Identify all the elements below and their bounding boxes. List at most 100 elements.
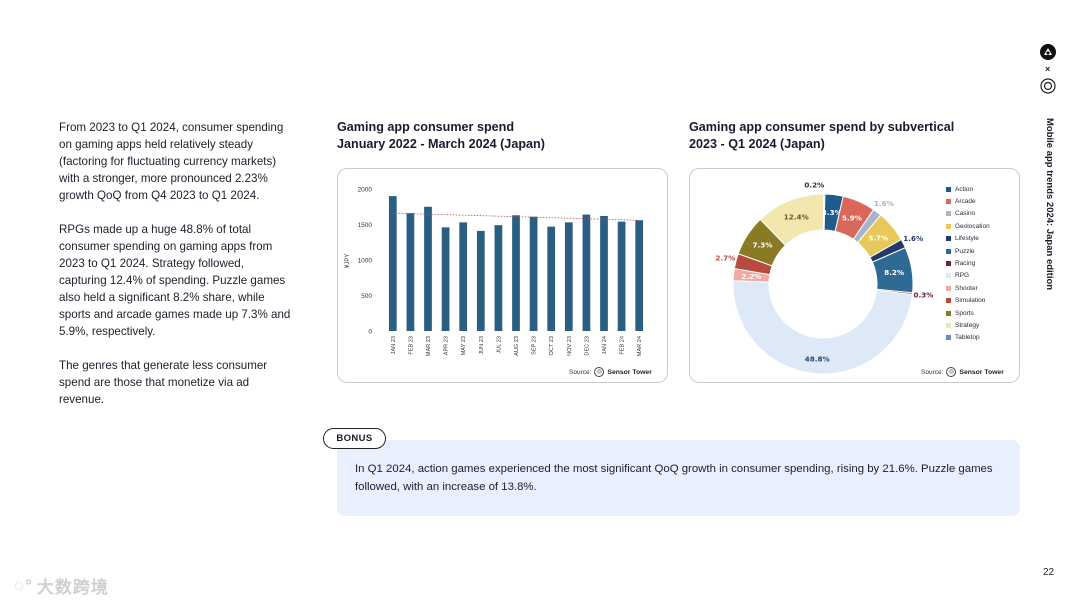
trend-line [392,212,640,221]
bar-chart-card: 2000 1500 1000 500 0 ¥JPY JAN 23 FEB 23 MAR 23 AP… [337,168,668,383]
legend-item: Tabletop [946,332,990,344]
bar-chart-title: Gaming app consumer spend January 2022 -… [337,119,545,153]
legend-label: Strategy [955,321,980,329]
bonus-box: In Q1 2024, action games experienced the… [337,440,1020,516]
bar [617,221,626,331]
donut-chart-source: Source: ◎ Sensor Tower [921,367,1004,377]
x-tick-label: AUG 23 [514,336,520,356]
legend-label: Lifestyle [955,235,979,243]
x-tick-label: JAN 23 [391,336,397,354]
bar [476,230,485,331]
x-tick-label: JUL 23 [496,336,502,354]
legend-swatch [946,322,951,328]
source-brand: Sensor Tower [607,368,652,376]
slice-label: 2.2% [741,272,761,281]
donut-slice [822,193,826,231]
bar-chart: 2000 1500 1000 500 0 ¥JPY JAN 23 FEB 23 MAR 23 AP… [345,187,644,357]
y-tick-label: 500 [361,293,372,300]
legend-label: Shooter [955,284,978,292]
legend-label: Geolocation [955,222,990,230]
legend-item: Simulation [946,295,990,307]
x-tick-label: MAY 23 [461,336,467,355]
source-label: Source: [921,368,944,376]
legend-swatch [946,273,951,279]
sensor-tower-logo-icon: ◎ [946,367,957,377]
bar [600,215,608,331]
y-tick-label: 1500 [358,222,373,229]
legend-label: Tabletop [955,334,980,342]
donut-chart: 3.3%5.9% 1.6% 5.7% 1.6% 8.2% 0.3% 48.8% 2.2% 2.7… [715,181,933,375]
legend-swatch [946,298,951,304]
x-tick-label: FEB 23 [408,336,414,355]
slice-label: 0.2% [804,181,824,190]
bar [441,227,450,331]
x-tick-label: DEC 23 [584,336,590,356]
legend-item: Geolocation [946,220,990,232]
legend-label: Puzzle [955,247,975,255]
legend-item: Sports [946,307,990,319]
bar [406,213,415,331]
y-tick-label: 0 [368,329,372,336]
legend-swatch [946,310,951,316]
legend-swatch [946,285,951,291]
bar-chart-title-line2: January 2022 - March 2024 (Japan) [337,137,545,151]
legend-label: RPG [955,272,970,280]
bar [564,222,573,331]
legend-swatch [946,186,951,192]
watermark-logo-icon: ◌° [14,575,33,595]
bar [635,220,644,331]
bonus-tag: BONUS [323,428,386,449]
bar [547,226,556,331]
x-tick-label: JUN 23 [479,336,485,355]
legend-item: Lifestyle [946,233,990,245]
legend-swatch [946,223,951,229]
legend-item: Strategy [946,319,990,331]
legend-label: Casino [955,210,976,218]
legend-label: Racing [955,260,976,268]
bar-chart-source: Source: ◎ Sensor Tower [569,367,652,377]
legend-item: Puzzle [946,245,990,257]
cross-icon: × [1045,64,1051,74]
slice-label: 1.6% [903,234,923,243]
watermark-text: 大数跨境 [36,578,109,597]
slice-label: 5.7% [868,233,888,242]
bar [512,215,520,331]
slice-label: 5.9% [842,214,862,223]
slice-label: 1.6% [874,199,894,208]
legend-swatch [946,261,951,267]
legend-item: Action [946,183,990,195]
donut-chart-title-line1: Gaming app consumer spend by subvertical [689,120,955,134]
slice-label: 0.3% [913,290,933,299]
source-label: Source: [569,368,592,376]
legend-item: Casino [946,208,990,220]
commentary-text: From 2023 to Q1 2024, consumer spending … [59,119,291,425]
bar [388,196,397,331]
legend-swatch [946,199,951,205]
bar [459,222,468,331]
legend-swatch [946,335,951,341]
legend-swatch [946,236,951,242]
report-title-text: Mobile app trends 2024: Japan edition [1044,118,1055,291]
legend-item: Shooter [946,282,990,294]
x-tick-label: NOV 23 [567,336,573,356]
source-brand: Sensor Tower [959,368,1004,376]
legend-item: Racing [946,257,990,269]
donut-chart-card: 3.3% 5.9% 1.6% 5.7% 1.6% 8.2% 0.3% 48.8% 2.2% 2.7… [689,168,1020,383]
legend-label: Arcade [955,198,976,206]
slice-label: 12.4% [784,213,809,222]
donut-slice [732,280,913,375]
donut-chart-title-line2: 2023 - Q1 2024 (Japan) [689,137,825,151]
commentary-paragraph-3: The genres that generate less consumer s… [59,359,268,406]
page-number: 22 [1043,567,1055,578]
legend-item: Arcade [946,195,990,207]
slice-label: 7.3% [752,241,772,250]
legend-label: Sports [955,309,974,317]
bar [494,225,503,331]
x-tick-label: APR 23 [444,336,450,355]
donut-legend: Action Arcade Casino Geolocation Lifestyle Pu… [946,183,990,344]
partner-logo-icon [1040,78,1056,94]
x-tick-label: MAR 23 [426,336,432,356]
x-tick-label: SEP 23 [532,336,538,355]
legend-label: Simulation [955,297,986,305]
vertical-report-title: Mobile app trends 2024: Japan edition [1040,118,1058,298]
